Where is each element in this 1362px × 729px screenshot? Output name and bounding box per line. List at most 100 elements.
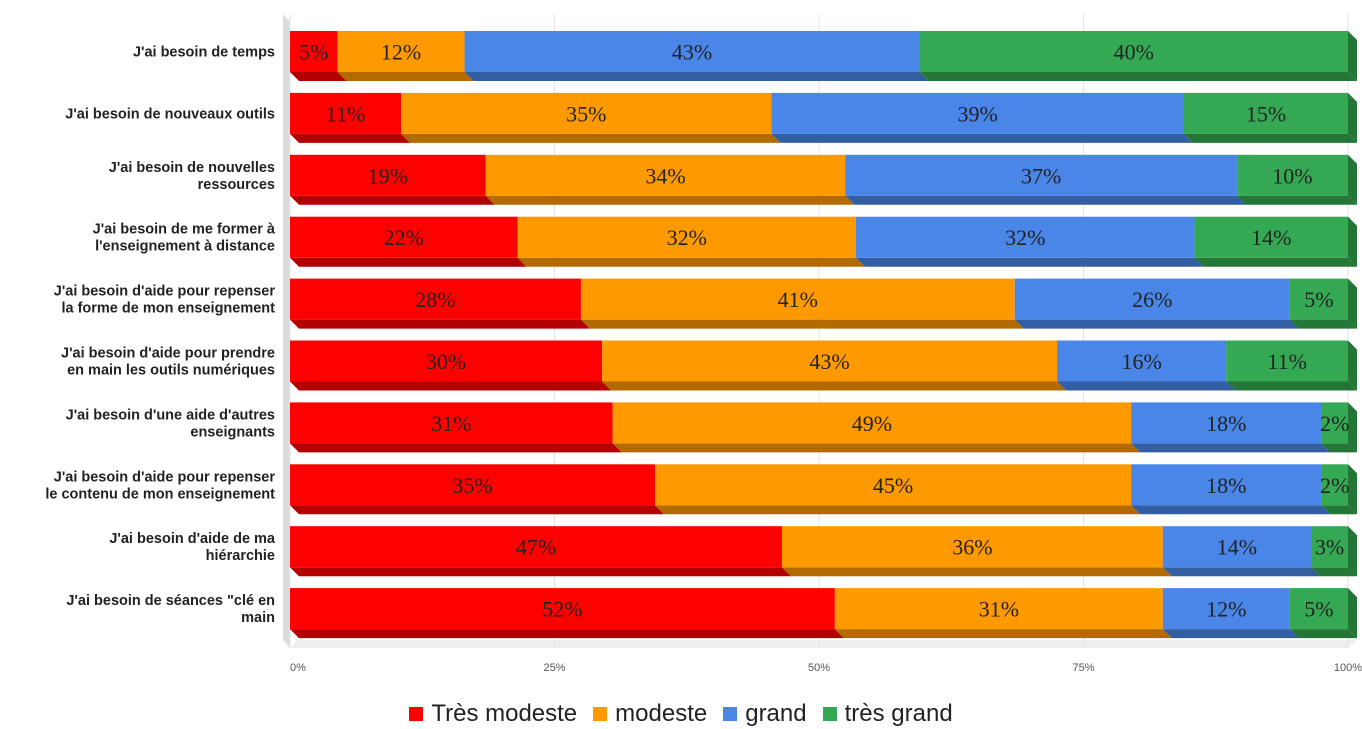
bar-end-cap bbox=[1348, 464, 1357, 515]
data-label: 2% bbox=[1320, 473, 1349, 498]
bar-segment-depth bbox=[1184, 133, 1357, 143]
bar-segment-depth bbox=[1057, 381, 1236, 391]
x-tick-label: 100% bbox=[1334, 662, 1362, 674]
bar-segment bbox=[1162, 526, 1311, 568]
bar-segment bbox=[781, 526, 1163, 568]
legend-swatch bbox=[593, 707, 608, 721]
category-label: J'ai besoin de me former àl'enseignement… bbox=[93, 222, 276, 255]
data-label: 18% bbox=[1206, 473, 1246, 498]
data-label: 12% bbox=[1206, 597, 1246, 622]
bar-segment-depth bbox=[290, 381, 612, 391]
bar-segment-depth bbox=[580, 319, 1024, 329]
category-label-line: enseignants bbox=[190, 424, 275, 440]
bar-segment-depth bbox=[1194, 257, 1357, 267]
data-label: 19% bbox=[368, 163, 408, 188]
data-label: 12% bbox=[381, 40, 421, 65]
category-label-line: J'ai besoin de temps bbox=[133, 45, 275, 61]
category-label-line: J'ai besoin d'une aide d'autres bbox=[66, 407, 275, 423]
bar-segment bbox=[290, 92, 402, 134]
bar-segment-depth bbox=[1236, 195, 1357, 205]
bar-segment bbox=[290, 31, 338, 72]
bar-segment-depth bbox=[856, 257, 1204, 267]
bar-segment bbox=[1162, 588, 1290, 630]
category-label-line: J'ai besoin de nouvelles bbox=[109, 160, 275, 176]
data-label: 10% bbox=[1272, 163, 1312, 188]
category-label: J'ai besoin de temps bbox=[133, 45, 275, 61]
bar-segment-depth bbox=[1321, 505, 1357, 515]
bar-segment bbox=[290, 526, 782, 568]
bar-segment-depth bbox=[337, 72, 474, 81]
legend-item: modeste bbox=[593, 700, 707, 728]
bar-end-cap bbox=[1348, 402, 1357, 453]
bar-end-cap bbox=[1348, 154, 1357, 205]
bar-segment bbox=[856, 216, 1195, 258]
category-label-line: J'ai besoin d'aide de ma bbox=[109, 531, 276, 547]
bar-segment bbox=[290, 402, 613, 444]
bar-segment bbox=[401, 92, 772, 134]
category-label-line: hiérarchie bbox=[206, 548, 275, 564]
data-label: 5% bbox=[299, 40, 328, 65]
data-label: 49% bbox=[852, 411, 892, 436]
bar-segment-depth bbox=[845, 195, 1246, 205]
bar-segment-depth bbox=[290, 567, 791, 577]
bar-end-cap bbox=[1348, 526, 1357, 577]
bar-segment-depth bbox=[1289, 319, 1357, 329]
bar-segment-depth bbox=[290, 133, 411, 143]
category-label-line: ressources bbox=[198, 177, 275, 193]
bar-segment bbox=[655, 464, 1132, 506]
bar-segment-depth bbox=[1310, 567, 1357, 577]
x-tick-label: 75% bbox=[1072, 662, 1094, 674]
data-label: 39% bbox=[958, 101, 998, 126]
bar-segment bbox=[464, 31, 920, 72]
bar-segment-depth bbox=[612, 443, 1141, 453]
bar-segment bbox=[834, 588, 1163, 630]
data-label: 11% bbox=[326, 101, 366, 126]
category-label-line: J'ai besoin d'aide pour repenser bbox=[54, 284, 276, 300]
data-label: 40% bbox=[1114, 40, 1154, 65]
data-label: 5% bbox=[1304, 287, 1333, 312]
data-label: 32% bbox=[667, 225, 707, 250]
bar-end-cap bbox=[1348, 31, 1357, 81]
data-label: 3% bbox=[1315, 535, 1344, 560]
bar-segment bbox=[1321, 402, 1348, 444]
bar-segment-depth bbox=[771, 133, 1194, 143]
bar-segment bbox=[1131, 464, 1322, 506]
data-label: 47% bbox=[516, 535, 556, 560]
plot-side-wall bbox=[283, 14, 290, 648]
category-label-line: l'enseignement à distance bbox=[95, 239, 275, 255]
bar-segment bbox=[612, 402, 1132, 444]
bar-segment-depth bbox=[655, 505, 1141, 515]
bar-segment bbox=[1184, 92, 1348, 134]
bar-segment-depth bbox=[834, 629, 1172, 639]
data-label: 16% bbox=[1122, 349, 1162, 374]
bar-segment bbox=[1014, 278, 1290, 320]
data-label: 14% bbox=[1251, 225, 1291, 250]
data-label: 37% bbox=[1021, 163, 1061, 188]
bar-segment-depth bbox=[1321, 443, 1357, 453]
plot-floor bbox=[290, 640, 1356, 648]
bar-segment bbox=[290, 278, 581, 320]
data-label: 11% bbox=[1267, 349, 1307, 374]
bar-segment bbox=[1057, 340, 1227, 382]
data-label: 43% bbox=[809, 349, 849, 374]
bar-segment-depth bbox=[290, 505, 665, 515]
bar-segment bbox=[485, 154, 846, 196]
data-label: 34% bbox=[645, 163, 685, 188]
data-label: 36% bbox=[952, 535, 992, 560]
bar-segment-depth bbox=[290, 257, 527, 267]
bar-segment bbox=[1131, 402, 1322, 444]
data-label: 35% bbox=[566, 101, 606, 126]
data-label: 5% bbox=[1304, 597, 1333, 622]
bar-end-cap bbox=[1348, 588, 1357, 639]
bar-segment bbox=[1236, 154, 1348, 196]
bar-segment bbox=[1289, 588, 1348, 630]
category-label: J'ai besoin de nouveaux outils bbox=[65, 106, 275, 122]
bar-segment bbox=[290, 216, 518, 258]
legend-label: modeste bbox=[615, 700, 708, 727]
bar-segment bbox=[290, 154, 486, 196]
bar-end-cap bbox=[1348, 340, 1357, 391]
